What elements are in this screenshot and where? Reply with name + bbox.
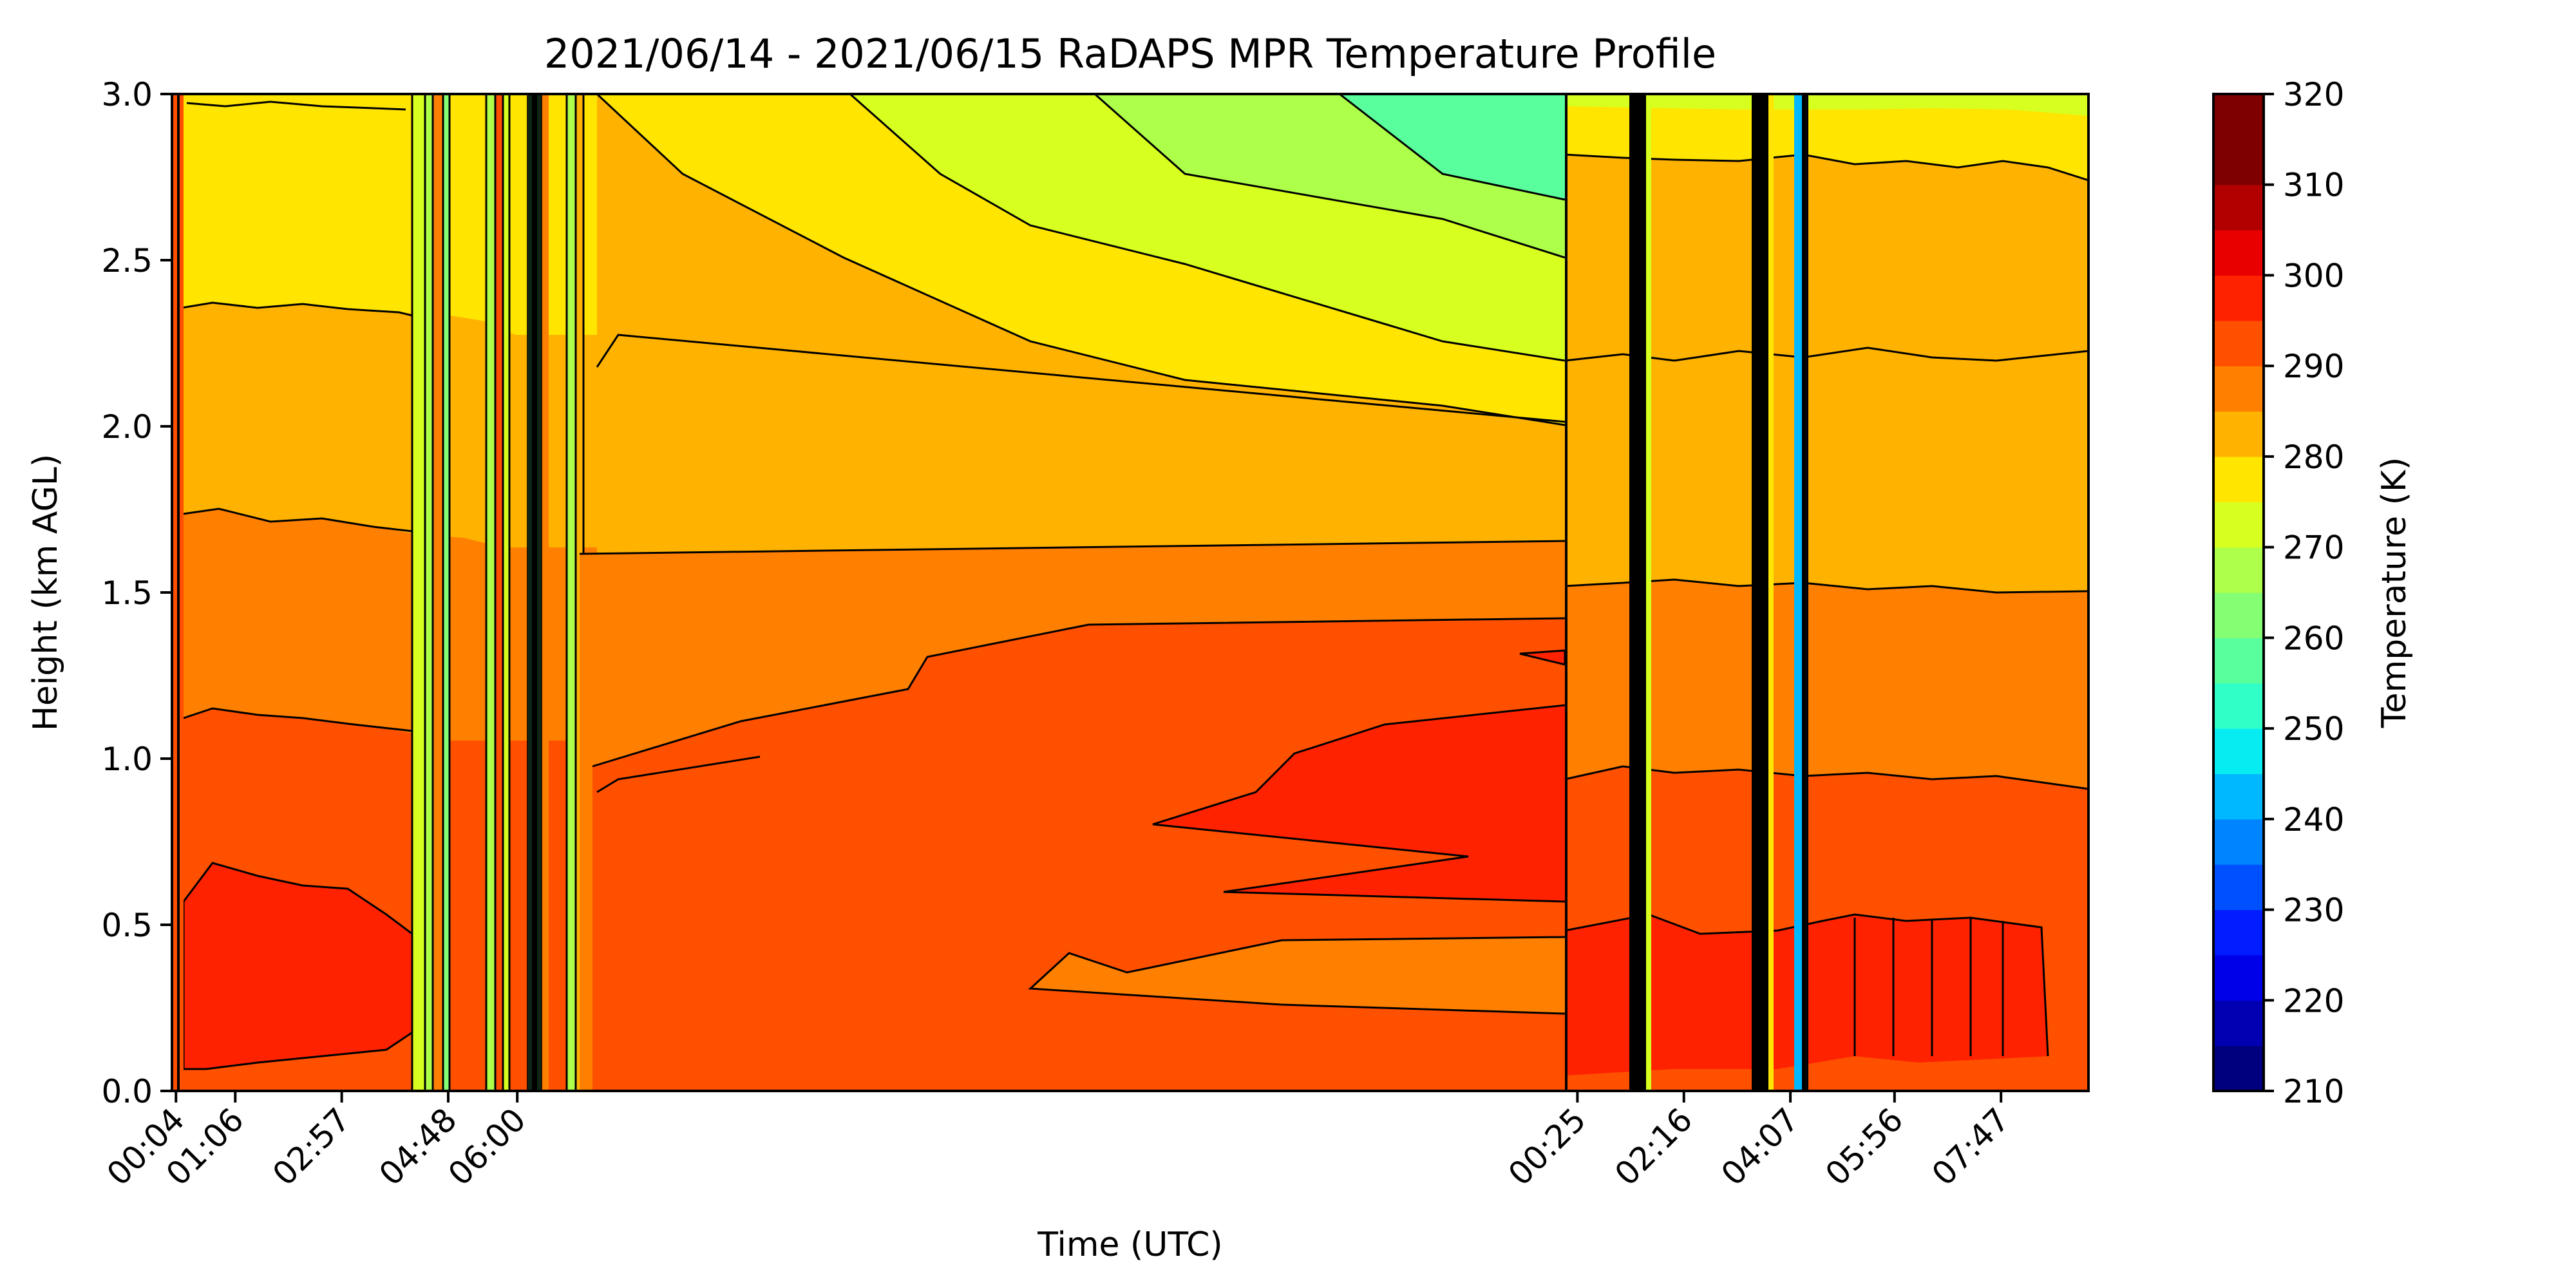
colorbar-segment bbox=[2213, 230, 2264, 276]
colorbar-segment bbox=[2213, 638, 2264, 684]
colorbar-segment bbox=[2213, 320, 2264, 366]
colorbar-tick-label: 230 bbox=[2283, 892, 2344, 929]
colorbar-frame bbox=[2212, 93, 2265, 1092]
colorbar-segment bbox=[2213, 547, 2264, 593]
y-tick-label: 3.0 bbox=[101, 76, 153, 113]
colorbar-segment bbox=[2213, 773, 2264, 820]
x-tick-label: 04:07 bbox=[1714, 1101, 1806, 1193]
y-axis: 0.0 0.5 1.0 1.5 2.0 2.5 3.0 bbox=[101, 76, 172, 1110]
x-tick-label: 07:47 bbox=[1925, 1101, 2017, 1193]
right-segment bbox=[1564, 94, 2088, 1091]
y-tick-label: 0.5 bbox=[101, 907, 153, 944]
y-tick-label: 1.0 bbox=[101, 741, 153, 778]
y-tick-label: 0.0 bbox=[101, 1073, 153, 1110]
x-tick-label: 04:48 bbox=[372, 1101, 464, 1193]
colorbar-segment bbox=[2213, 728, 2264, 775]
colorbar-tick-label: 250 bbox=[2283, 710, 2344, 748]
y-tick-label: 2.5 bbox=[101, 242, 153, 279]
colorbar-segment bbox=[2213, 683, 2264, 729]
colorbar-segment bbox=[2213, 275, 2264, 321]
colorbar-segment bbox=[2213, 502, 2264, 548]
colorbar-tick-label: 310 bbox=[2283, 167, 2344, 204]
colorbar-segment bbox=[2213, 139, 2264, 185]
colorbar: 210 220 230 240 250 260 270 280 290 300 310 320 bbox=[2212, 76, 2344, 1110]
colorbar-tick-label: 220 bbox=[2283, 982, 2344, 1019]
colorbar-segment bbox=[2213, 864, 2264, 911]
colorbar-segment bbox=[2213, 909, 2264, 956]
colorbar-tick-label: 210 bbox=[2283, 1073, 2344, 1110]
colorbar-segment bbox=[2213, 366, 2264, 412]
colorbar-segment bbox=[2213, 94, 2264, 140]
colorbar-segment bbox=[2213, 592, 2264, 638]
y-axis-label: Height (km AGL) bbox=[26, 454, 65, 731]
colorbar-tick-label: 300 bbox=[2283, 257, 2344, 294]
left-segment bbox=[172, 94, 597, 1091]
colorbar-tick-label: 290 bbox=[2283, 348, 2344, 385]
x-tick-label: 00:25 bbox=[1501, 1101, 1593, 1193]
colorbar-segment bbox=[2213, 184, 2264, 231]
x-tick-label: 02:16 bbox=[1607, 1101, 1700, 1193]
colorbar-segment bbox=[2213, 411, 2264, 457]
colorbar-tick-label: 280 bbox=[2283, 439, 2344, 476]
colorbar-segment bbox=[2213, 819, 2264, 865]
y-tick-label: 1.5 bbox=[101, 574, 153, 612]
colorbar-segment bbox=[2213, 954, 2264, 1001]
colorbar-segment bbox=[2213, 1045, 2264, 1092]
colorbar-tick-label: 270 bbox=[2283, 529, 2344, 567]
colorbar-tick-label: 260 bbox=[2283, 620, 2344, 657]
plot-area bbox=[172, 94, 2088, 1091]
colorbar-segment bbox=[2213, 456, 2264, 502]
y-tick-label: 2.0 bbox=[101, 408, 153, 446]
chart-title: 2021/06/14 - 2021/06/15 RaDAPS MPR Tempe… bbox=[544, 30, 1716, 77]
colorbar-label: Temperature (K) bbox=[2375, 457, 2414, 729]
middle-segment bbox=[579, 94, 1566, 1091]
colorbar-tick-label: 320 bbox=[2283, 76, 2344, 113]
x-tick-label: 05:56 bbox=[1818, 1101, 1910, 1193]
x-axis-label: Time (UTC) bbox=[1037, 1226, 1222, 1264]
x-tick-label: 02:57 bbox=[265, 1101, 357, 1193]
colorbar-tick-label: 240 bbox=[2283, 801, 2344, 838]
colorbar-segment bbox=[2213, 1000, 2264, 1046]
x-tick-label: 06:00 bbox=[441, 1101, 533, 1193]
